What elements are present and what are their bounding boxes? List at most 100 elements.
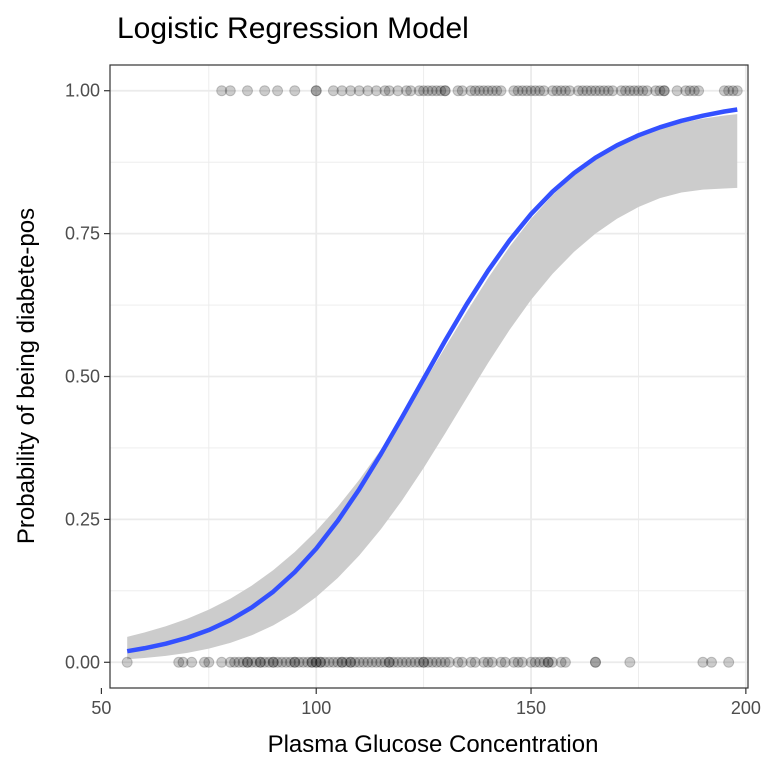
data-point-negative xyxy=(345,656,357,668)
y-tick-label: 0.75 xyxy=(65,224,100,244)
data-point-positive xyxy=(589,85,601,97)
fit-line-layer xyxy=(126,107,738,654)
data-point-positive xyxy=(482,85,494,97)
data-point-positive xyxy=(327,85,339,97)
data-point-negative xyxy=(431,656,443,668)
data-point-positive xyxy=(632,85,644,97)
data-point-positive xyxy=(435,85,447,97)
data-point-negative xyxy=(345,656,357,668)
data-point-negative xyxy=(439,656,451,668)
data-point-positive xyxy=(581,85,593,97)
data-point-negative xyxy=(469,656,481,668)
data-point-negative xyxy=(379,656,391,668)
data-point-negative xyxy=(400,656,412,668)
confidence-band xyxy=(127,114,738,660)
data-point-negative xyxy=(547,656,559,668)
data-point-positive xyxy=(512,85,524,97)
data-point-negative xyxy=(332,656,344,668)
data-point-negative xyxy=(542,656,554,668)
data-point-negative xyxy=(589,656,601,668)
data-point-positive xyxy=(594,85,606,97)
data-point-positive xyxy=(259,85,271,97)
data-point-positive xyxy=(289,85,301,97)
data-point-positive xyxy=(529,85,541,97)
data-point-negative xyxy=(241,656,253,668)
data-point-negative xyxy=(495,656,507,668)
data-point-positive xyxy=(392,85,404,97)
data-point-negative xyxy=(289,656,301,668)
data-point-positive xyxy=(577,85,589,97)
data-point-positive xyxy=(216,85,228,97)
data-point-negative xyxy=(409,656,421,668)
data-point-negative xyxy=(362,656,374,668)
data-point-negative xyxy=(216,656,228,668)
data-point-negative xyxy=(478,656,490,668)
data-point-negative xyxy=(559,656,571,668)
data-point-negative xyxy=(254,656,266,668)
data-point-positive xyxy=(431,85,443,97)
data-point-negative xyxy=(246,656,258,668)
data-point-positive xyxy=(598,85,610,97)
data-point-negative xyxy=(534,656,546,668)
data-point-negative xyxy=(310,656,322,668)
x-tick-label: 50 xyxy=(91,698,111,718)
data-point-negative xyxy=(426,656,438,668)
y-axis-title: Probability of being diabete-pos xyxy=(13,208,40,544)
data-point-negative xyxy=(538,656,550,668)
data-point-negative xyxy=(254,656,266,668)
data-point-negative xyxy=(443,656,455,668)
data-point-positive xyxy=(439,85,451,97)
chart-title: Logistic Regression Model xyxy=(117,12,469,45)
data-point-positive xyxy=(572,85,584,97)
data-point-positive xyxy=(680,85,692,97)
data-point-positive xyxy=(370,85,382,97)
data-point-negative xyxy=(284,656,296,668)
data-point-negative xyxy=(418,656,430,668)
data-point-positive xyxy=(585,85,597,97)
data-point-negative xyxy=(315,656,327,668)
data-point-negative xyxy=(327,656,339,668)
data-point-negative xyxy=(336,656,348,668)
data-point-negative xyxy=(302,656,314,668)
data-point-positive xyxy=(723,85,735,97)
x-tick-label: 150 xyxy=(516,698,546,718)
data-point-positive xyxy=(602,85,614,97)
data-point-positive xyxy=(555,85,567,97)
data-point-negative xyxy=(263,656,275,668)
data-point-positive xyxy=(628,85,640,97)
data-point-positive xyxy=(405,85,417,97)
data-point-negative xyxy=(508,656,520,668)
data-point-negative xyxy=(555,656,567,668)
data-point-positive xyxy=(439,85,451,97)
data-point-positive xyxy=(727,85,739,97)
data-point-positive xyxy=(559,85,571,97)
data-point-negative xyxy=(482,656,494,668)
data-point-negative xyxy=(525,656,537,668)
data-point-positive xyxy=(641,85,653,97)
data-point-negative xyxy=(349,656,361,668)
data-point-negative xyxy=(276,656,288,668)
data-point-negative xyxy=(340,656,352,668)
data-point-negative xyxy=(465,656,477,668)
data-point-positive xyxy=(353,85,365,97)
data-point-positive xyxy=(336,85,348,97)
data-point-positive xyxy=(693,85,705,97)
data-point-negative xyxy=(353,656,365,668)
data-point-negative xyxy=(297,656,309,668)
data-point-positive xyxy=(620,85,632,97)
data-point-positive xyxy=(418,85,430,97)
data-point-negative xyxy=(203,656,215,668)
data-point-negative xyxy=(121,656,133,668)
data-point-negative xyxy=(723,656,735,668)
data-point-negative xyxy=(310,656,322,668)
data-point-negative xyxy=(199,656,211,668)
data-point-negative xyxy=(267,656,279,668)
data-point-negative xyxy=(173,656,185,668)
data-point-positive xyxy=(486,85,498,97)
data-point-negative xyxy=(422,656,434,668)
data-point-negative xyxy=(224,656,236,668)
data-point-negative xyxy=(697,656,709,668)
data-point-positive xyxy=(422,85,434,97)
data-point-positive xyxy=(495,85,507,97)
